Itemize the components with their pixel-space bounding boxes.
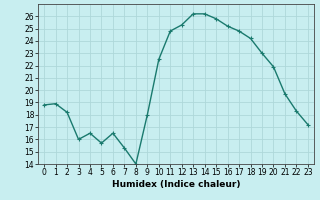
X-axis label: Humidex (Indice chaleur): Humidex (Indice chaleur) [112, 180, 240, 189]
